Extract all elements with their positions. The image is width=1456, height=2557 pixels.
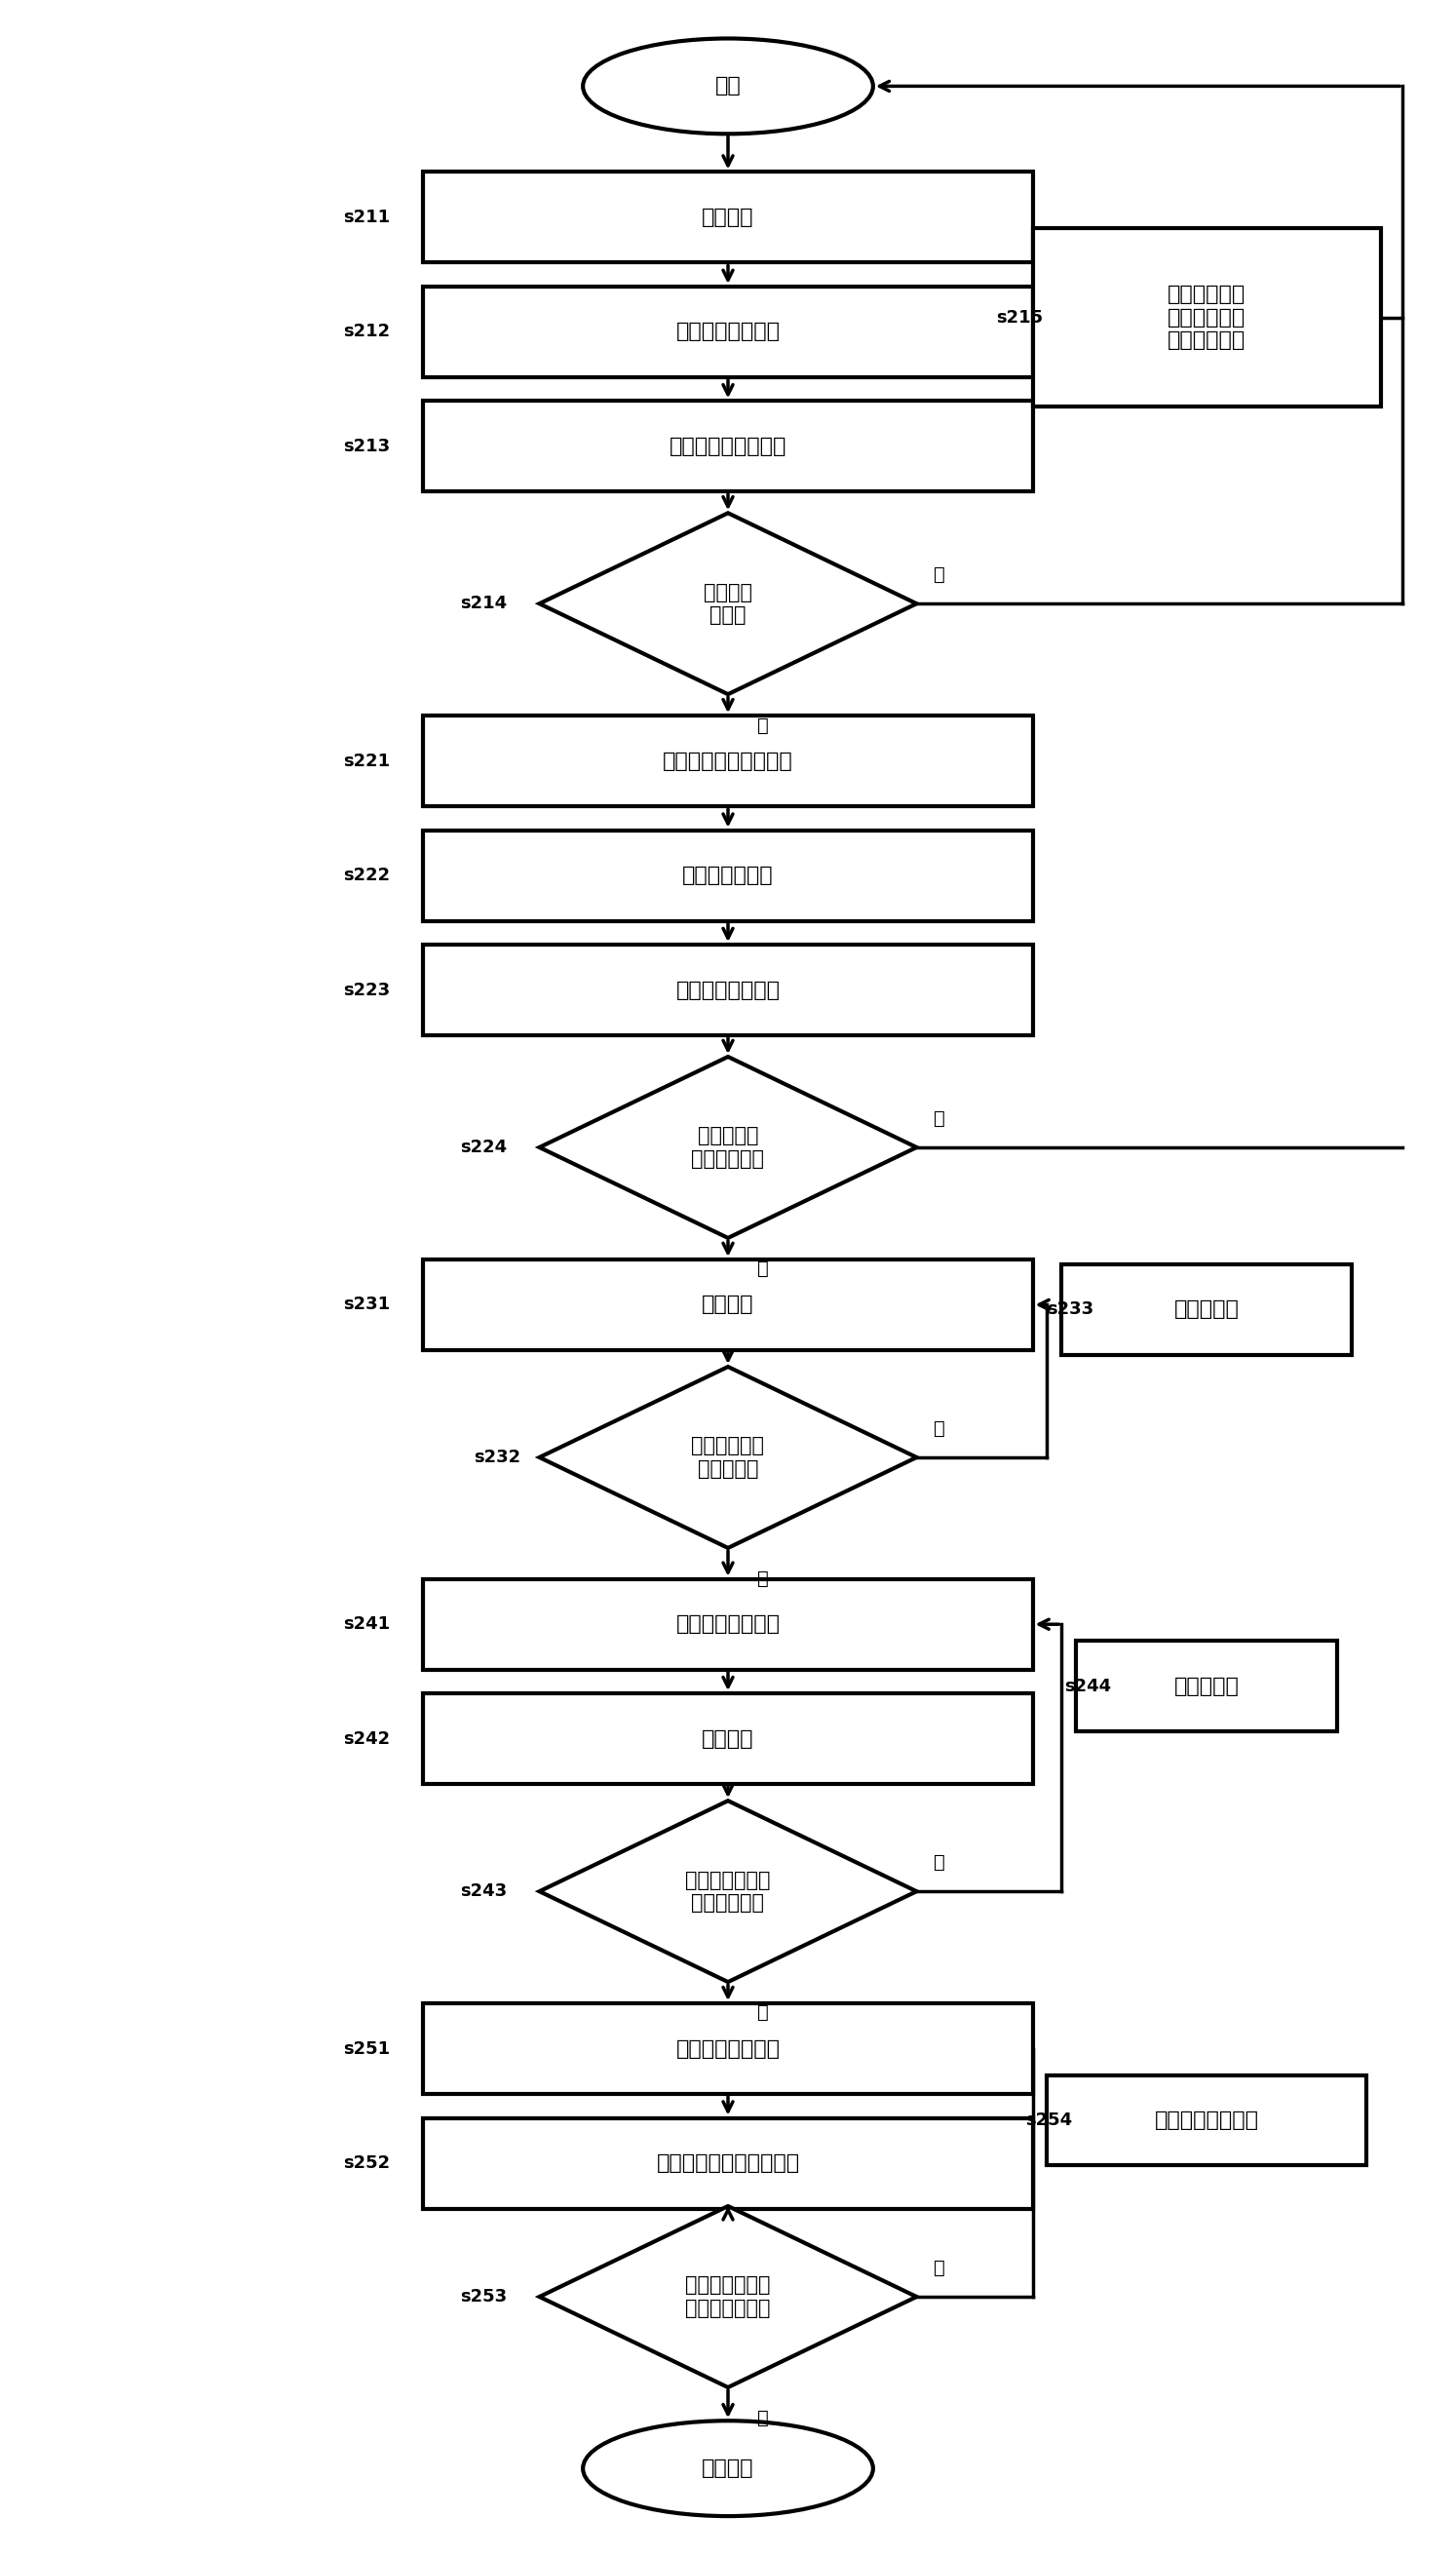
Text: s254: s254 — [1025, 2112, 1072, 2130]
Text: s212: s212 — [344, 322, 390, 340]
Text: 元件和衬底
的规格的决定: 元件和衬底 的规格的决定 — [692, 1125, 764, 1169]
Polygon shape — [539, 1800, 917, 1982]
Bar — [1061, 1263, 1351, 1355]
Text: s213: s213 — [344, 437, 390, 455]
Text: s233: s233 — [1047, 1302, 1093, 1319]
Bar — [1032, 228, 1380, 407]
Text: 是: 是 — [757, 716, 769, 734]
Bar — [1076, 1642, 1337, 1731]
Bar — [424, 944, 1032, 1036]
Text: 工艺的改善: 工艺的改善 — [1174, 1677, 1239, 1695]
Text: 印刷电路板的调查: 印刷电路板的调查 — [676, 322, 780, 343]
Text: s243: s243 — [460, 1882, 507, 1900]
Bar — [424, 1580, 1032, 1670]
Ellipse shape — [582, 2421, 874, 2516]
Text: s223: s223 — [344, 982, 390, 1000]
Text: 评价用安装衬底的制作: 评价用安装衬底的制作 — [662, 752, 794, 770]
Text: 工艺条件的最优化: 工艺条件的最优化 — [676, 1613, 780, 1634]
Text: 批量生产设备的调查: 批量生产设备的调查 — [670, 437, 786, 455]
Text: 否: 否 — [933, 565, 945, 586]
Text: 开始: 开始 — [715, 77, 741, 97]
Bar — [424, 2117, 1032, 2209]
Text: s252: s252 — [344, 2156, 390, 2171]
Polygon shape — [539, 2207, 917, 2388]
Text: 无铅焊锡基本
工艺的确立: 无铅焊锡基本 工艺的确立 — [692, 1437, 764, 1478]
Text: s231: s231 — [344, 1296, 390, 1314]
Bar — [424, 171, 1032, 263]
Text: 焊锡组成
的决定: 焊锡组成 的决定 — [703, 583, 753, 624]
Text: 无铅焊锡的批量
生产技术的确立: 无铅焊锡的批量 生产技术的确立 — [686, 2276, 770, 2317]
Text: 是: 是 — [757, 2409, 769, 2427]
Ellipse shape — [582, 38, 874, 133]
Text: 否: 否 — [933, 1854, 945, 1872]
Text: 确立对象制品中
的无铅化技术: 确立对象制品中 的无铅化技术 — [686, 1869, 770, 1913]
Text: s244: s244 — [1064, 1677, 1111, 1695]
Text: 元件的变更、
设备的政良、
新设备的导入: 元件的变更、 设备的政良、 新设备的导入 — [1168, 286, 1246, 350]
Text: s242: s242 — [344, 1731, 390, 1746]
Text: 是: 是 — [757, 2005, 769, 2023]
Text: s232: s232 — [475, 1450, 521, 1465]
Polygon shape — [539, 1056, 917, 1238]
Text: s253: s253 — [460, 2289, 507, 2306]
Bar — [424, 1693, 1032, 1785]
Text: 否: 否 — [933, 1419, 945, 1437]
Text: 焊接可靠性的评价: 焊接可靠性的评价 — [676, 979, 780, 1000]
Text: 安装外观的评价: 安装外观的评价 — [683, 867, 773, 885]
Text: 批量生产管理基准的生成: 批量生产管理基准的生成 — [657, 2153, 799, 2173]
Polygon shape — [539, 1368, 917, 1547]
Text: s251: s251 — [344, 2040, 390, 2058]
Text: s222: s222 — [344, 867, 390, 885]
Text: s211: s211 — [344, 210, 390, 225]
Text: s224: s224 — [460, 1138, 507, 1156]
Bar — [424, 1261, 1032, 1350]
Text: 批量生产: 批量生产 — [702, 2460, 754, 2478]
Text: s221: s221 — [344, 752, 390, 770]
Text: 否: 否 — [933, 1110, 945, 1128]
Bar — [424, 286, 1032, 376]
Bar — [424, 716, 1032, 805]
Text: s214: s214 — [460, 596, 507, 614]
Text: s215: s215 — [996, 309, 1044, 327]
Text: s241: s241 — [344, 1616, 390, 1634]
Text: 重新估价管理基准: 重新估价管理基准 — [1155, 2110, 1259, 2130]
Bar — [424, 831, 1032, 921]
Text: 元件调查: 元件调查 — [702, 207, 754, 228]
Bar — [424, 2005, 1032, 2094]
Text: 验证制品: 验证制品 — [702, 1729, 754, 1749]
Text: 焊剂的变更: 焊剂的变更 — [1174, 1299, 1239, 1319]
Polygon shape — [539, 514, 917, 696]
Text: 是: 是 — [757, 1261, 769, 1278]
Text: 是: 是 — [757, 1570, 769, 1588]
Bar — [424, 401, 1032, 491]
Text: 选定焊剂: 选定焊剂 — [702, 1294, 754, 1314]
Text: 批量生产性的验证: 批量生产性的验证 — [676, 2038, 780, 2058]
Bar — [1047, 2074, 1366, 2166]
Text: 否: 否 — [933, 2258, 945, 2278]
